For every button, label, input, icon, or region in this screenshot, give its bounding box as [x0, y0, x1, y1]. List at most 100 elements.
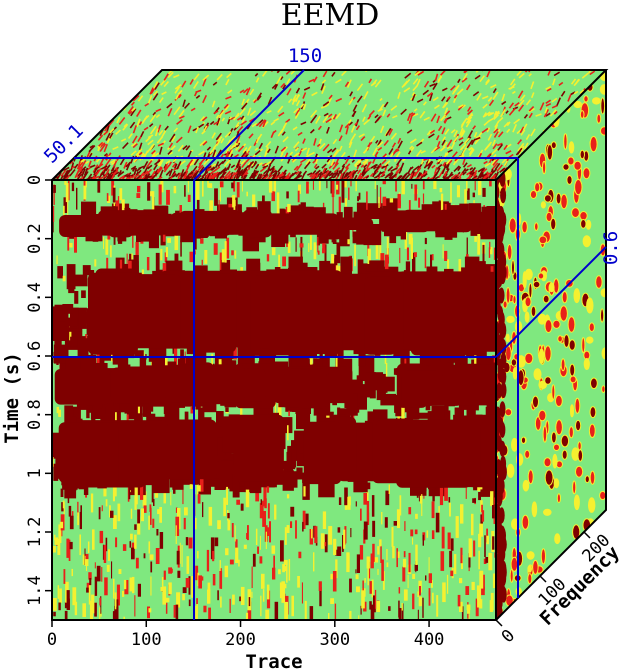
front-texture-mark: [128, 478, 131, 500]
top-texture-mark: [252, 171, 258, 178]
front-texture-mark: [276, 192, 280, 215]
top-texture-mark: [225, 95, 232, 100]
front-texture-mark: [141, 508, 144, 522]
top-texture-mark: [224, 110, 232, 115]
front-texture-mark: [226, 237, 230, 259]
front-texture-mark: [335, 559, 338, 579]
front-texture-mark: [199, 472, 204, 492]
front-texture-mark: [167, 238, 171, 243]
front-texture-mark: [485, 557, 489, 563]
front-texture-mark: [176, 592, 181, 608]
side-texture-mark: [534, 416, 542, 431]
side-texture-mark: [543, 194, 552, 203]
front-texture-mark: [212, 574, 216, 586]
front-texture-mark: [477, 234, 481, 255]
front-texture-mark: [404, 521, 406, 531]
top-texture-mark: [412, 113, 419, 117]
top-texture-mark: [179, 160, 186, 166]
front-texture-mark: [295, 237, 297, 252]
front-texture-mark: [322, 202, 325, 212]
front-texture-mark: [489, 180, 492, 187]
side-texture-mark: [524, 311, 530, 323]
side-texture-mark: [521, 514, 530, 530]
front-texture-mark: [449, 502, 451, 517]
top-texture-mark: [456, 88, 464, 96]
front-texture-mark: [229, 559, 234, 565]
top-texture-mark: [303, 86, 311, 91]
top-texture-mark: [221, 117, 226, 122]
top-texture-mark: [298, 148, 304, 157]
front-texture-mark: [69, 242, 73, 248]
top-texture-mark: [403, 87, 411, 93]
front-band-mark: [480, 421, 496, 487]
top-texture-mark: [216, 136, 223, 142]
top-texture-mark: [481, 173, 488, 178]
front-texture-mark: [281, 581, 285, 603]
top-texture-mark: [415, 149, 422, 157]
top-texture-mark: [223, 170, 231, 179]
side-texture-mark: [537, 272, 545, 280]
front-texture-mark: [433, 180, 437, 190]
side-texture-mark: [560, 434, 570, 448]
top-texture-mark: [327, 113, 333, 118]
top-texture-mark: [322, 143, 330, 152]
top-texture-mark: [117, 170, 125, 177]
front-texture-mark: [126, 253, 128, 264]
top-texture-mark: [422, 101, 427, 106]
top-texture-mark: [187, 175, 193, 180]
top-texture-mark: [177, 172, 182, 180]
front-texture-mark: [286, 494, 290, 499]
front-texture-mark: [218, 359, 222, 365]
front-texture-mark: [370, 553, 374, 569]
front-texture-mark: [232, 195, 236, 210]
front-texture-mark: [298, 551, 302, 559]
top-texture-mark: [306, 147, 310, 156]
front-texture-mark: [251, 566, 253, 588]
front-texture-mark: [209, 200, 213, 215]
top-texture-mark: [443, 101, 449, 108]
front-texture-mark: [415, 412, 431, 419]
top-texture-mark: [423, 80, 430, 88]
front-texture-mark: [66, 538, 70, 558]
top-texture-mark: [198, 166, 205, 174]
top-texture-mark: [431, 164, 436, 169]
front-texture-mark: [166, 189, 170, 205]
front-texture-mark: [272, 567, 276, 580]
top-texture-mark: [313, 76, 318, 83]
top-texture-mark: [488, 111, 495, 117]
top-texture-mark: [239, 89, 245, 94]
top-texture-mark: [263, 148, 270, 157]
top-texture-mark: [426, 160, 433, 167]
top-texture-mark: [163, 73, 169, 81]
top-texture-mark: [294, 147, 299, 152]
top-texture-mark: [384, 172, 392, 179]
front-texture-mark: [274, 504, 277, 520]
front-texture-mark: [328, 526, 333, 545]
front-texture-mark: [63, 205, 65, 216]
top-texture-mark: [122, 142, 129, 150]
top-texture-mark: [147, 95, 153, 104]
top-texture-mark: [348, 138, 353, 146]
top-texture-mark: [303, 161, 311, 170]
side-texture-mark: [544, 319, 553, 334]
front-texture-mark: [196, 598, 198, 604]
side-texture-mark: [579, 110, 585, 119]
top-texture-mark: [353, 169, 359, 174]
front-texture-mark: [134, 534, 137, 549]
top-texture-mark: [315, 115, 321, 124]
top-texture-mark: [512, 123, 518, 133]
top-texture-mark: [256, 173, 261, 180]
front-texture-mark: [163, 489, 166, 504]
top-texture-mark: [108, 119, 115, 127]
front-texture-mark: [103, 544, 107, 563]
front-texture-mark: [349, 610, 352, 620]
top-texture-mark: [320, 104, 328, 109]
top-texture-mark: [213, 121, 219, 126]
top-texture-mark: [216, 117, 221, 126]
top-texture-mark: [174, 84, 182, 90]
top-texture-mark: [509, 78, 516, 86]
front-texture-mark: [484, 535, 486, 558]
front-texture-mark: [260, 595, 262, 617]
front-texture-mark: [137, 583, 141, 597]
front-texture-mark: [359, 545, 364, 560]
